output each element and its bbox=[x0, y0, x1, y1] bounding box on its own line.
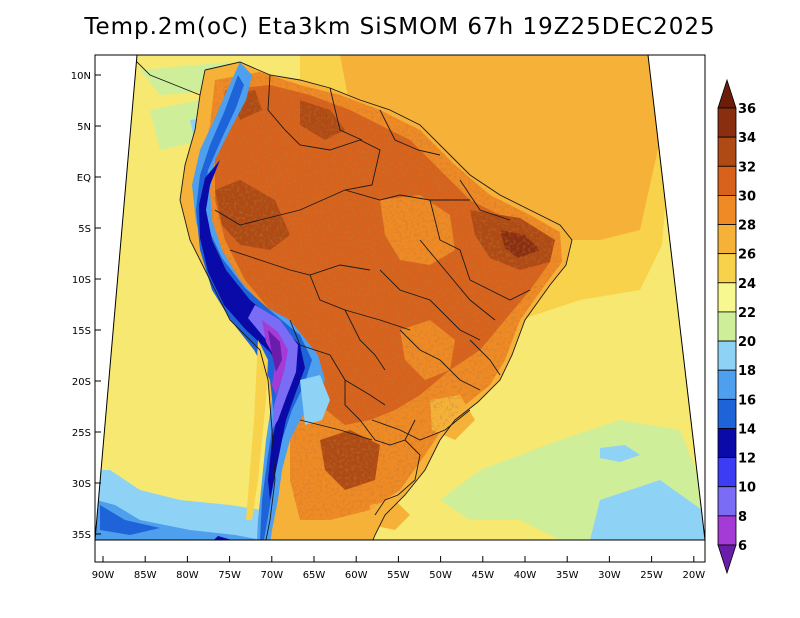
brazil-state-line-2 bbox=[419, 239, 496, 321]
colorbar-swatch bbox=[717, 486, 737, 517]
lat-tick-label: 10S bbox=[72, 275, 91, 286]
lon-tick-label: 65W bbox=[303, 570, 326, 581]
guianas-border bbox=[379, 109, 441, 156]
land-texture bbox=[200, 72, 562, 520]
lat-tick-label: 35S bbox=[72, 530, 91, 541]
lat-tick-label: 10N bbox=[71, 71, 91, 82]
colorbar-label: 16 bbox=[738, 393, 756, 408]
brazil-state-line-1 bbox=[371, 409, 471, 441]
central-america-coast bbox=[129, 55, 201, 96]
colorbar-swatch bbox=[717, 107, 737, 138]
peru-brazil-border bbox=[229, 249, 371, 276]
colorbar-swatch bbox=[717, 194, 737, 225]
andes-20-pocket bbox=[300, 375, 330, 425]
altiplano-10 bbox=[248, 305, 298, 430]
lon-tick-label: 80W bbox=[176, 570, 199, 581]
lon-tick-label: 20W bbox=[682, 570, 705, 581]
map-frame bbox=[94, 54, 706, 563]
lon-tick-label: 40W bbox=[514, 570, 537, 581]
colorbar-label: 20 bbox=[738, 335, 756, 350]
colorbar-label: 18 bbox=[738, 364, 756, 379]
brazil-state-line-4 bbox=[429, 199, 471, 281]
lon-tick-label: 30W bbox=[598, 570, 621, 581]
colorbar-swatch bbox=[717, 282, 737, 313]
colorbar-bottom-triangle bbox=[717, 544, 737, 575]
lat-tick-label: 25S bbox=[72, 428, 91, 439]
colombia-venezuela-border bbox=[214, 74, 381, 226]
pacific-16 bbox=[100, 505, 160, 535]
brazil-state-line-7 bbox=[399, 329, 481, 391]
colorbar-swatch bbox=[717, 515, 737, 546]
lon-tick-label: 85W bbox=[134, 570, 157, 581]
colorbar: 6 8 10 12 14 16 18 20 22 24 26 28 30 32 34 36 bbox=[717, 78, 756, 575]
lat-tick-label: 20S bbox=[72, 377, 91, 388]
colorbar-label: 10 bbox=[738, 481, 756, 496]
venezuela-guyana-border bbox=[329, 87, 363, 141]
coastal-26 bbox=[246, 340, 268, 520]
brazil-state-line-6 bbox=[469, 279, 531, 301]
colorbar-label: 30 bbox=[738, 189, 756, 204]
brazil-state-line-8 bbox=[344, 309, 411, 331]
lon-tick-label: 25W bbox=[640, 570, 663, 581]
lat-tick-label: 5N bbox=[77, 122, 91, 133]
lat-tick-label: EQ bbox=[77, 173, 91, 184]
colorbar-swatch bbox=[717, 136, 737, 167]
colorbar-label: 26 bbox=[738, 248, 756, 263]
brazil-uruguay-border bbox=[374, 439, 421, 516]
colorbar-label: 36 bbox=[738, 102, 756, 117]
colorbar-swatch bbox=[717, 340, 737, 371]
latitude-axis: 10N 5N EQ 5S 10S 15S 20S 25S 30S 35S bbox=[71, 71, 101, 541]
west-coastline bbox=[179, 69, 276, 540]
colorbar-top-triangle bbox=[717, 78, 737, 109]
east-coastline bbox=[204, 61, 573, 540]
brazil-north-border bbox=[344, 189, 470, 201]
lon-tick-label: 90W bbox=[92, 570, 115, 581]
south-atlantic-20 bbox=[590, 480, 705, 540]
colorbar-label: 14 bbox=[738, 422, 756, 437]
temperature-field bbox=[95, 55, 705, 540]
lon-tick-label: 55W bbox=[387, 570, 410, 581]
brazil-state-line-9 bbox=[469, 339, 501, 376]
lon-tick-label: 70W bbox=[260, 570, 283, 581]
country-borders bbox=[129, 55, 573, 540]
lon-tick-label: 50W bbox=[429, 570, 452, 581]
colorbar-label: 22 bbox=[738, 306, 756, 321]
colorbar-swatch bbox=[717, 398, 737, 429]
colorbar-label: 6 bbox=[738, 539, 747, 554]
lon-tick-label: 35W bbox=[556, 570, 579, 581]
lon-tick-label: 75W bbox=[218, 570, 241, 581]
colorbar-label: 12 bbox=[738, 452, 756, 467]
colorbar-swatch bbox=[717, 457, 737, 488]
colorbar-swatch bbox=[717, 165, 737, 196]
bolivia-south-border bbox=[289, 319, 386, 406]
colorbar-swatch bbox=[717, 224, 737, 255]
lon-tick-label: 60W bbox=[345, 570, 368, 581]
colorbar-swatch bbox=[717, 428, 737, 459]
colorbar-label: 34 bbox=[738, 131, 756, 146]
colorbar-swatch bbox=[717, 253, 737, 284]
lat-tick-label: 15S bbox=[72, 326, 91, 337]
longitude-axis: 90W 85W 80W 75W 70W 65W 60W 55W 50W 45W 40W 35W 30W 2… bbox=[92, 556, 705, 581]
lat-tick-label: 30S bbox=[72, 479, 91, 490]
colorbar-label: 24 bbox=[738, 277, 756, 292]
atlantic-cool-patch bbox=[600, 445, 640, 462]
argentina-north-border bbox=[299, 419, 373, 441]
bolivia-brazil-border bbox=[309, 274, 386, 371]
lon-tick-label: 45W bbox=[471, 570, 494, 581]
brazil-state-line-5 bbox=[459, 179, 511, 221]
colorbar-label: 32 bbox=[738, 160, 756, 175]
pacific-22-north bbox=[150, 100, 205, 150]
colorbar-label: 28 bbox=[738, 219, 756, 234]
altiplano-6 bbox=[268, 330, 282, 372]
colorbar-swatch bbox=[717, 311, 737, 342]
lat-tick-label: 5S bbox=[78, 224, 91, 235]
brazil-state-line-3 bbox=[379, 269, 481, 341]
colorbar-label: 8 bbox=[738, 510, 747, 525]
colorbar-swatch bbox=[717, 369, 737, 400]
map-title: Temp.2m(oC) Eta3km SiSMOM 67h 19Z25DEC20… bbox=[84, 14, 716, 40]
